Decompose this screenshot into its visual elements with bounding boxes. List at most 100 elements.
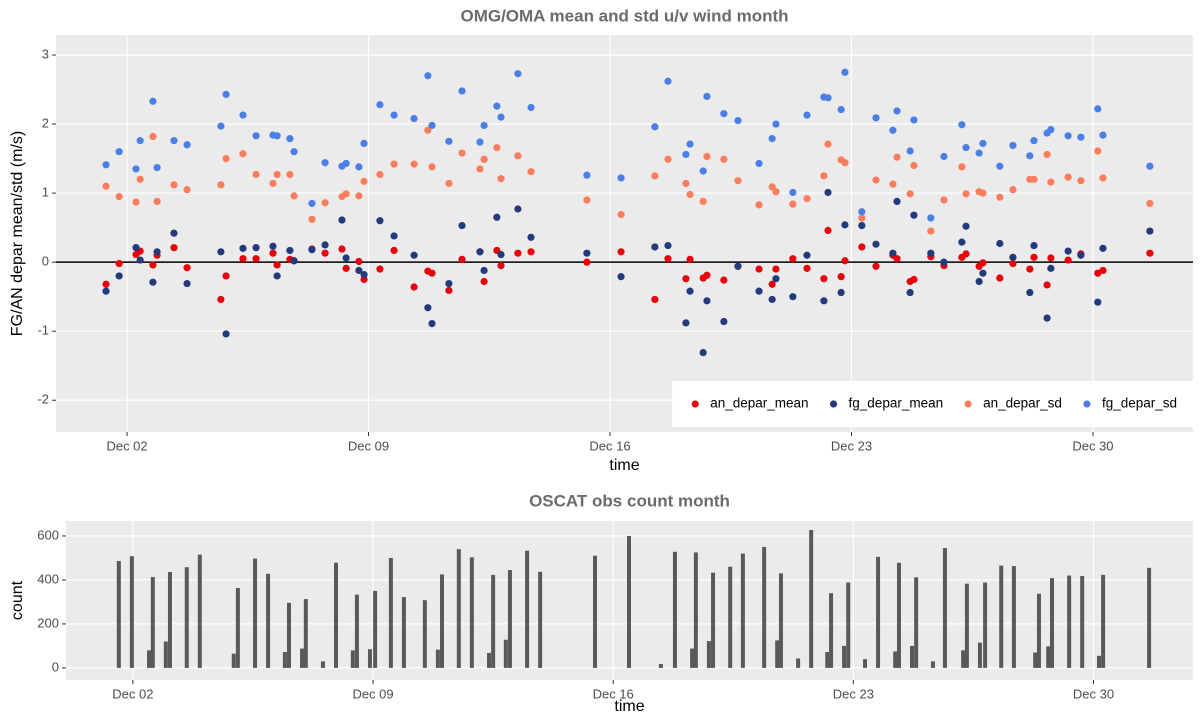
data-point	[755, 201, 763, 209]
bar	[690, 648, 695, 668]
bar	[896, 562, 901, 668]
data-point	[115, 148, 123, 156]
data-point	[308, 246, 316, 254]
data-point	[115, 192, 123, 201]
bar	[842, 645, 847, 668]
data-point	[149, 278, 157, 286]
data-point	[1094, 105, 1102, 113]
data-point	[376, 217, 384, 225]
data-point	[889, 249, 897, 257]
data-point	[183, 141, 191, 149]
data-point	[239, 111, 247, 119]
data-point	[183, 279, 191, 288]
data-point	[958, 238, 966, 246]
data-point	[1099, 266, 1107, 275]
data-point	[1146, 199, 1154, 208]
data-point	[906, 190, 914, 198]
data-point	[424, 304, 432, 312]
bar	[231, 653, 236, 668]
x-tick-label: Dec 16	[593, 686, 634, 701]
bar	[740, 553, 745, 668]
bar	[672, 551, 677, 668]
data-point	[458, 87, 466, 95]
bar	[829, 593, 834, 668]
data-point	[497, 250, 505, 259]
data-point	[768, 134, 776, 143]
data-point	[824, 94, 832, 102]
data-point	[651, 243, 659, 251]
data-point	[497, 113, 505, 121]
data-point	[290, 192, 298, 200]
data-point	[273, 272, 281, 280]
data-point	[342, 254, 350, 262]
data-point	[703, 297, 711, 305]
data-point	[170, 137, 178, 145]
data-point	[445, 137, 453, 145]
data-point	[252, 132, 260, 140]
data-point	[527, 248, 535, 256]
bar	[711, 572, 716, 668]
data-point	[497, 175, 505, 183]
data-point	[428, 320, 436, 328]
data-point	[682, 179, 690, 188]
data-point	[996, 274, 1004, 282]
data-point	[115, 259, 123, 268]
data-point	[527, 168, 535, 176]
data-point	[1030, 253, 1038, 261]
data-point	[273, 132, 281, 140]
data-point	[153, 248, 161, 256]
bar	[435, 649, 440, 668]
data-point	[273, 261, 281, 269]
data-point	[720, 276, 728, 284]
bar	[1101, 574, 1106, 668]
data-point	[102, 287, 110, 295]
y-tick-label: 400	[37, 571, 59, 586]
data-point	[768, 280, 776, 288]
data-point	[217, 122, 225, 130]
data-point	[480, 277, 488, 286]
data-point	[1064, 256, 1072, 264]
data-point	[824, 226, 832, 234]
data-point	[480, 266, 488, 275]
bar	[116, 561, 121, 668]
data-point	[682, 275, 690, 283]
data-point	[458, 149, 466, 157]
data-point	[458, 221, 466, 230]
data-point	[734, 177, 742, 185]
data-point	[1064, 173, 1072, 181]
x-tick-label: Dec 02	[106, 438, 147, 453]
data-point	[962, 190, 970, 198]
data-point	[376, 170, 384, 179]
data-point	[1030, 137, 1038, 145]
data-point	[1026, 152, 1034, 160]
data-point	[308, 199, 316, 208]
bar	[1096, 655, 1101, 668]
data-point	[132, 165, 140, 173]
data-point	[872, 176, 880, 184]
data-point	[996, 162, 1004, 170]
data-point	[720, 317, 728, 326]
y-axis-label: FG/AN depar mean/std (m/s)	[9, 131, 26, 336]
bar	[846, 582, 851, 668]
legend: an_depar_mean fg_depar_mean an_depar_sd fg_…	[672, 381, 1193, 427]
data-point	[183, 264, 191, 272]
bar	[809, 530, 814, 668]
data-point	[979, 269, 987, 277]
data-point	[664, 77, 672, 85]
bar	[825, 652, 830, 668]
bar	[367, 649, 372, 668]
data-point	[686, 255, 694, 263]
bar	[910, 645, 915, 668]
data-point	[910, 161, 918, 170]
data-point	[1094, 147, 1102, 155]
data-point	[841, 221, 849, 229]
x-tick-label: Dec 23	[833, 686, 874, 701]
legend-marker	[691, 400, 699, 408]
data-point	[699, 197, 707, 205]
data-point	[772, 120, 780, 128]
bar	[930, 661, 935, 668]
x-axis-label: time	[609, 457, 639, 474]
data-point	[664, 241, 672, 250]
